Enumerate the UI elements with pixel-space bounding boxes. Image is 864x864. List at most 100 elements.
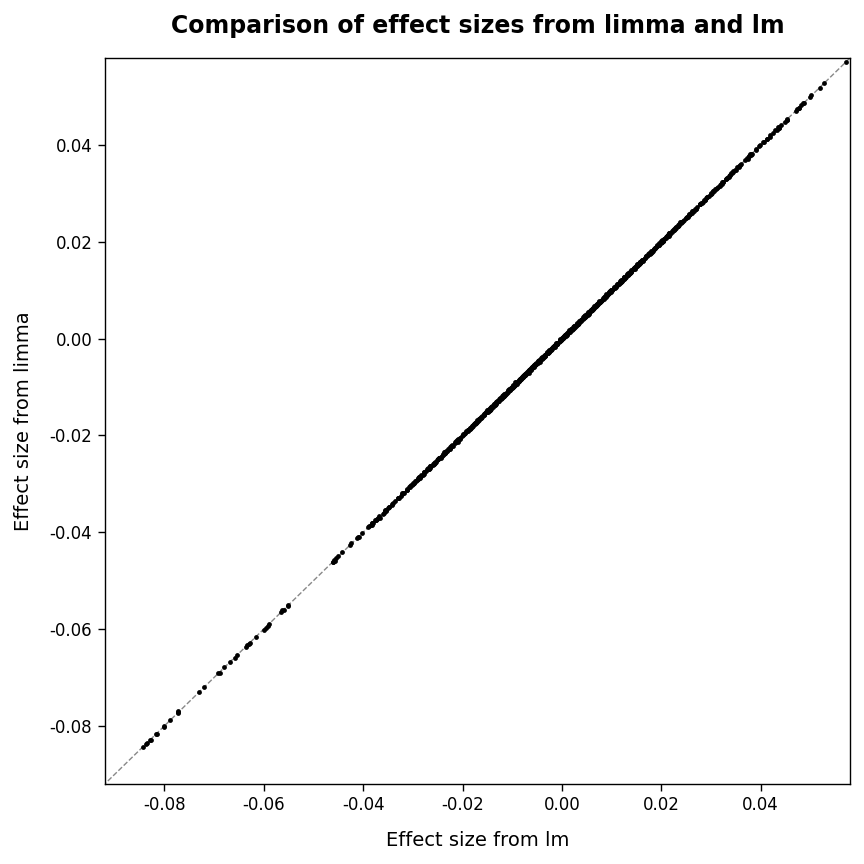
- Point: [485, 400, 499, 414]
- Point: [558, 329, 572, 343]
- Point: [453, 432, 467, 446]
- Point: [632, 255, 646, 269]
- Point: [752, 139, 766, 153]
- Point: [584, 302, 598, 316]
- Point: [612, 276, 626, 290]
- Point: [523, 363, 537, 377]
- Point: [505, 380, 518, 394]
- Point: [459, 426, 473, 440]
- Point: [461, 423, 475, 437]
- Point: [627, 262, 641, 276]
- Point: [590, 298, 604, 312]
- Point: [489, 396, 503, 410]
- Point: [567, 321, 581, 334]
- Point: [463, 422, 477, 436]
- Point: [630, 259, 644, 273]
- Point: [496, 390, 510, 403]
- Point: [634, 254, 648, 268]
- Point: [608, 281, 622, 295]
- Point: [548, 339, 562, 353]
- Point: [704, 186, 718, 200]
- Point: [624, 265, 638, 279]
- Point: [506, 379, 520, 393]
- Point: [760, 132, 774, 146]
- Point: [623, 266, 637, 280]
- Point: [480, 405, 494, 419]
- Point: [597, 290, 611, 304]
- Point: [473, 411, 487, 425]
- Point: [667, 223, 681, 237]
- Point: [497, 387, 511, 401]
- Point: [674, 216, 688, 230]
- Point: [566, 322, 580, 336]
- Point: [412, 471, 426, 485]
- Point: [326, 555, 340, 569]
- Point: [656, 234, 670, 248]
- Point: [640, 249, 654, 263]
- Point: [365, 517, 379, 530]
- Point: [432, 451, 446, 465]
- Point: [656, 234, 670, 248]
- Point: [485, 400, 499, 414]
- Point: [667, 222, 681, 236]
- Point: [496, 389, 510, 403]
- Point: [774, 118, 788, 132]
- Point: [261, 619, 275, 632]
- Point: [550, 337, 564, 351]
- Point: [734, 157, 748, 171]
- Point: [585, 302, 599, 315]
- Point: [559, 328, 573, 342]
- Point: [614, 275, 628, 289]
- Point: [581, 306, 595, 320]
- Point: [559, 327, 573, 341]
- Point: [566, 321, 580, 334]
- Point: [506, 380, 520, 394]
- Point: [610, 278, 624, 292]
- Point: [536, 350, 550, 364]
- Point: [344, 537, 358, 550]
- Point: [645, 245, 658, 258]
- Point: [550, 336, 563, 350]
- Point: [644, 245, 658, 258]
- Point: [658, 232, 671, 245]
- Point: [666, 223, 680, 237]
- Point: [609, 280, 623, 294]
- Point: [528, 357, 542, 371]
- Point: [687, 204, 701, 218]
- Point: [656, 234, 670, 248]
- Point: [495, 391, 509, 404]
- Point: [744, 147, 758, 161]
- Point: [661, 228, 675, 242]
- Point: [497, 390, 511, 403]
- Point: [632, 257, 646, 270]
- Point: [753, 138, 767, 152]
- Point: [591, 297, 605, 311]
- Point: [483, 401, 497, 415]
- Point: [488, 397, 502, 410]
- Point: [484, 402, 498, 416]
- Point: [451, 432, 465, 446]
- Point: [537, 349, 550, 363]
- Point: [588, 300, 602, 314]
- Point: [732, 160, 746, 174]
- Point: [633, 256, 647, 270]
- Point: [469, 415, 483, 429]
- Point: [509, 378, 523, 391]
- Point: [465, 419, 479, 433]
- Point: [714, 177, 727, 191]
- Point: [628, 261, 642, 275]
- Point: [556, 331, 570, 345]
- Point: [275, 605, 289, 619]
- Point: [480, 404, 494, 418]
- Point: [661, 228, 675, 242]
- Point: [643, 245, 657, 259]
- Point: [684, 206, 698, 219]
- Point: [421, 462, 435, 476]
- Point: [422, 461, 435, 475]
- Point: [661, 229, 675, 243]
- Point: [636, 254, 650, 268]
- Point: [700, 191, 714, 205]
- Point: [707, 184, 721, 198]
- Point: [507, 378, 521, 392]
- Point: [386, 496, 400, 510]
